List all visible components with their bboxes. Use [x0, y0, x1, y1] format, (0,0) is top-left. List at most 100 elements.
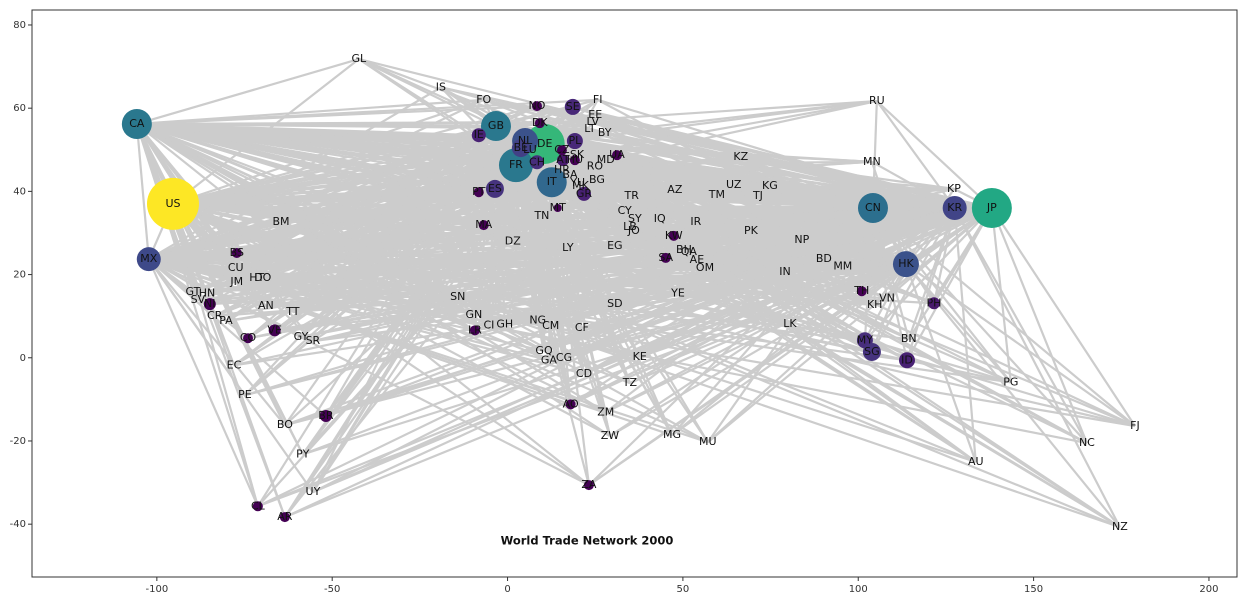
node-label: PA [219, 314, 233, 327]
node-marker [576, 186, 591, 201]
edge [136, 123, 631, 385]
node-label: LU [523, 143, 537, 156]
node-label: ZW [601, 429, 620, 442]
edge [990, 207, 1136, 427]
node-marker [485, 179, 504, 198]
edge [235, 125, 497, 269]
node-label: SG [864, 345, 880, 358]
y-tick-label: 20 [13, 270, 26, 281]
edge [136, 123, 709, 444]
edge [550, 206, 874, 328]
node-marker [583, 480, 594, 491]
node-marker [136, 247, 161, 272]
y-tick-label: -20 [10, 436, 26, 447]
node-label: KH [867, 298, 883, 311]
node-label: IN [779, 265, 790, 278]
node-marker [566, 133, 583, 150]
node-label: FI [593, 93, 603, 106]
edge [172, 202, 550, 362]
node-marker [927, 297, 940, 310]
node-label: NP [794, 233, 809, 246]
node-marker [146, 177, 199, 230]
node-label: DO [254, 271, 271, 284]
node-label: AN [258, 299, 274, 312]
node-label: KP [947, 182, 961, 195]
node-label: FR [509, 158, 523, 171]
edge [136, 122, 616, 306]
edge [707, 207, 993, 444]
edge [953, 207, 1121, 528]
edge [214, 164, 517, 318]
node-label: PE [238, 388, 252, 401]
edge [147, 258, 314, 493]
node-label: MM [833, 259, 852, 272]
node-label: CR [207, 309, 223, 322]
node-label: BY [598, 126, 612, 139]
node-marker [319, 410, 332, 423]
edge [135, 123, 304, 455]
node-label: CU [228, 261, 244, 274]
node-label: HU [567, 153, 583, 166]
chart-title: World Trade Network 2000 [501, 534, 674, 548]
node-label: GN [465, 308, 482, 321]
x-tick-label: 0 [504, 584, 510, 595]
node-label: DE [537, 137, 552, 150]
node-label: MD [597, 153, 615, 166]
edge [244, 125, 497, 396]
node-label: GA [541, 353, 558, 366]
node-marker [121, 108, 152, 139]
node-layer [121, 98, 1012, 523]
node-marker [536, 167, 567, 198]
node-label: NC [1079, 436, 1095, 449]
node-marker [660, 252, 671, 263]
node-label: GL [352, 52, 368, 65]
x-tick-label: -50 [324, 584, 340, 595]
edge [524, 140, 1121, 529]
edge [905, 263, 1136, 427]
edge [515, 164, 1088, 445]
node-label: KZ [733, 150, 748, 163]
node-label: TJ [752, 189, 763, 202]
node-label: DZ [505, 234, 521, 247]
node-label: CL [251, 499, 266, 512]
node-label: IR [690, 215, 701, 228]
node-label: MG [663, 428, 681, 441]
node-label: FJ [1130, 419, 1140, 432]
node-label: BH [676, 243, 692, 256]
node-label: EE [588, 108, 602, 121]
node-label: GB [488, 119, 504, 132]
node-label: MU [699, 435, 717, 448]
x-tick-label: 100 [849, 584, 868, 595]
edge [147, 258, 259, 507]
edge [550, 181, 709, 443]
node-marker [565, 399, 576, 410]
edge [548, 207, 874, 362]
node-label: CH [529, 155, 545, 168]
node-label: NL [518, 134, 533, 147]
node-label: LT [584, 122, 596, 135]
node-label: LV [587, 115, 600, 128]
node-label: BA [562, 168, 578, 181]
edge [456, 125, 498, 298]
edge [990, 207, 1088, 444]
node-marker [564, 98, 581, 115]
node-label: CZ [554, 143, 570, 156]
node-marker [611, 150, 622, 161]
edge [172, 203, 294, 313]
edge [148, 258, 327, 417]
edge [136, 123, 607, 414]
node-label: LR [468, 323, 482, 336]
x-tick-label: -100 [145, 584, 168, 595]
node-label: SK [570, 148, 585, 161]
edge [671, 207, 956, 437]
edge [551, 181, 1136, 428]
node-label: CA [129, 117, 145, 130]
node-label: MN [863, 155, 881, 168]
edge [172, 202, 583, 330]
edge [515, 164, 673, 436]
edge [172, 202, 565, 360]
edge [543, 207, 874, 353]
node-label: AO [563, 397, 579, 410]
node-label: TN [533, 209, 549, 222]
